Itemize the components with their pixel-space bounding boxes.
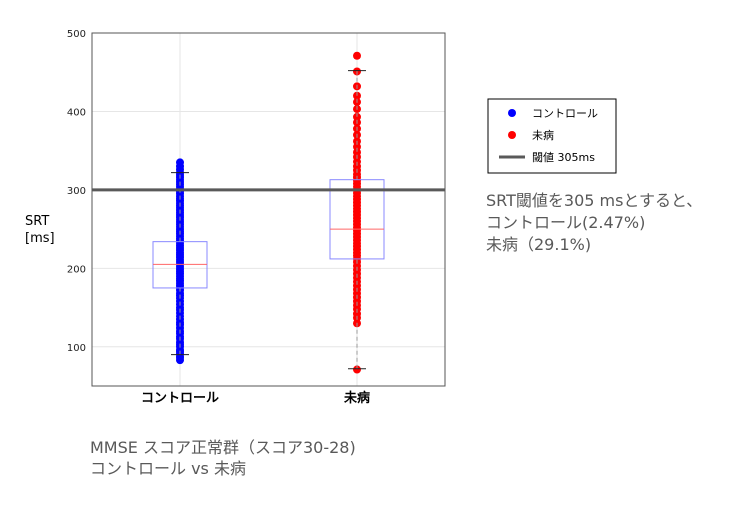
x-axis-ticks: コントロール 未病	[141, 390, 370, 406]
legend-label: 閾値 305ms	[532, 151, 595, 164]
grid-lines	[92, 32, 445, 386]
y-axis-label-line: [ms]	[25, 231, 55, 246]
data-point	[353, 148, 361, 157]
y-tick-label: 200	[67, 264, 86, 275]
x-tick-label: コントロール	[141, 391, 219, 406]
box-iqr	[329, 179, 385, 260]
y-axis-label: SRT [ms]	[25, 214, 55, 246]
legend-marker	[508, 131, 516, 139]
legend-label: コントロール	[532, 107, 598, 120]
data-point	[353, 91, 361, 100]
x-tick-label: 未病	[343, 390, 370, 406]
data-point	[353, 142, 361, 151]
y-tick-label: 400	[67, 107, 86, 118]
data-point	[353, 51, 361, 60]
annotation-line: SRT閾値を305 msとすると、	[486, 191, 703, 210]
y-axis-label-line: SRT	[25, 214, 49, 229]
legend-marker	[508, 109, 516, 117]
legend-label: 未病	[532, 128, 554, 142]
caption-line: MMSE スコア正常群（スコア30-28)	[90, 438, 356, 457]
data-point	[353, 112, 361, 121]
threshold-annotation: SRT閾値を305 msとすると、 コントロール(2.47%) 未病（29.1%…	[486, 190, 702, 256]
box-layer	[152, 70, 385, 370]
annotation-line: コントロール(2.47%)	[486, 213, 646, 232]
caption-line: コントロール vs 未病	[90, 459, 246, 478]
figure-caption: MMSE スコア正常群（スコア30-28) コントロール vs 未病	[90, 437, 356, 479]
plot-area-frame	[91, 32, 446, 387]
data-point	[353, 365, 361, 374]
y-tick-label: 100	[67, 343, 86, 354]
annotation-line: 未病（29.1%)	[486, 235, 592, 254]
y-tick-label: 300	[67, 186, 86, 197]
y-axis-ticks: 100 200 300 400 500	[67, 29, 86, 354]
points-layer	[176, 51, 361, 374]
data-point	[176, 158, 184, 167]
y-tick-label: 500	[67, 29, 86, 40]
